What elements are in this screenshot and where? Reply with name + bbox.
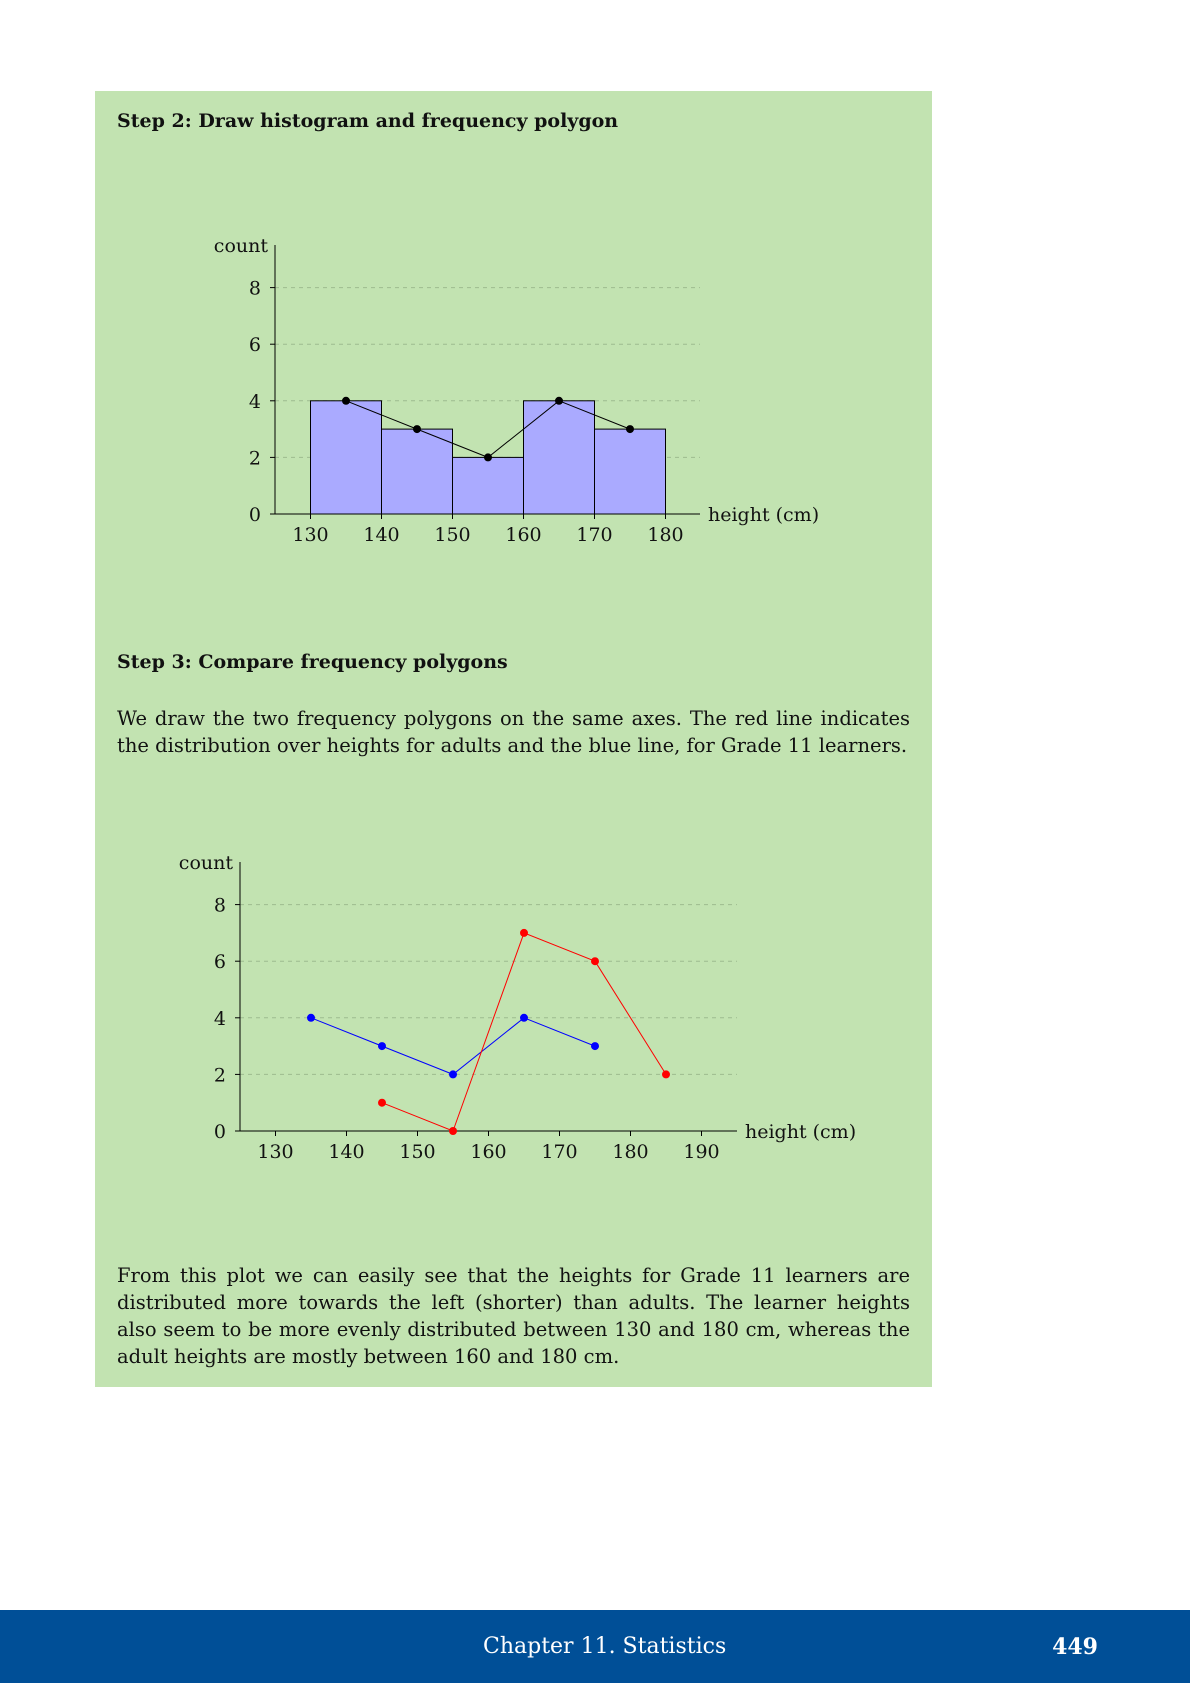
- y-tick-label: 6: [249, 334, 261, 356]
- x-tick-label: 130: [257, 1141, 293, 1163]
- frequency-polygon-line: [310, 1017, 596, 1075]
- page-footer: Chapter 11. Statistics 449: [0, 1610, 1190, 1683]
- y-tick-label: 8: [249, 278, 261, 300]
- y-tick-label: 0: [214, 1121, 226, 1143]
- y-tick-label: 0: [249, 504, 261, 526]
- step3-intro: We draw the two frequency polygons on th…: [117, 707, 910, 757]
- y-axis-label: count: [179, 852, 234, 874]
- y-tick-label: 8: [214, 895, 226, 917]
- x-tick-label: 130: [292, 524, 328, 546]
- x-tick-label: 180: [612, 1141, 648, 1163]
- data-point: [342, 396, 350, 405]
- y-tick-label: 2: [249, 447, 261, 469]
- x-tick-label: 160: [505, 524, 541, 546]
- chapter-title: Chapter 11. Statistics: [483, 1634, 727, 1659]
- example-box: [95, 91, 932, 1387]
- data-point: [662, 1070, 670, 1079]
- x-tick-label: 180: [647, 524, 683, 546]
- x-tick-label: 190: [683, 1141, 719, 1163]
- data-point: [555, 396, 563, 405]
- data-point: [484, 453, 492, 462]
- x-axis-label: height (cm): [745, 1121, 856, 1143]
- frequency-polygon-line: [381, 932, 667, 1132]
- x-tick-label: 150: [434, 524, 470, 546]
- data-point: [307, 1013, 315, 1022]
- y-tick-label: 2: [214, 1064, 226, 1086]
- page-number: 449: [1052, 1634, 1098, 1660]
- x-axis-label: height (cm): [708, 504, 819, 526]
- y-tick-label: 4: [214, 1008, 226, 1030]
- step3-heading: Step 3: Compare frequency polygons: [117, 651, 508, 673]
- x-tick-label: 160: [470, 1141, 506, 1163]
- x-tick-label: 170: [541, 1141, 577, 1163]
- data-point: [378, 1098, 386, 1107]
- y-tick-label: 4: [249, 391, 261, 413]
- data-point: [413, 425, 421, 434]
- conclusion-text: From this plot we can easily see that th…: [117, 1264, 910, 1368]
- y-tick-label: 6: [214, 951, 226, 973]
- data-point: [449, 1070, 457, 1079]
- x-tick-label: 140: [363, 524, 399, 546]
- data-point: [591, 1042, 599, 1051]
- x-tick-label: 140: [328, 1141, 364, 1163]
- data-point: [591, 957, 599, 966]
- data-point: [449, 1127, 457, 1135]
- data-point: [378, 1042, 386, 1051]
- x-tick-label: 150: [399, 1141, 435, 1163]
- data-point: [520, 1013, 528, 1022]
- data-point: [626, 425, 634, 434]
- histogram-bar: [594, 428, 666, 515]
- step2-heading: Step 2: Draw histogram and frequency pol…: [117, 110, 619, 132]
- y-axis-label: count: [214, 235, 269, 257]
- data-point: [520, 928, 528, 937]
- x-tick-label: 170: [576, 524, 612, 546]
